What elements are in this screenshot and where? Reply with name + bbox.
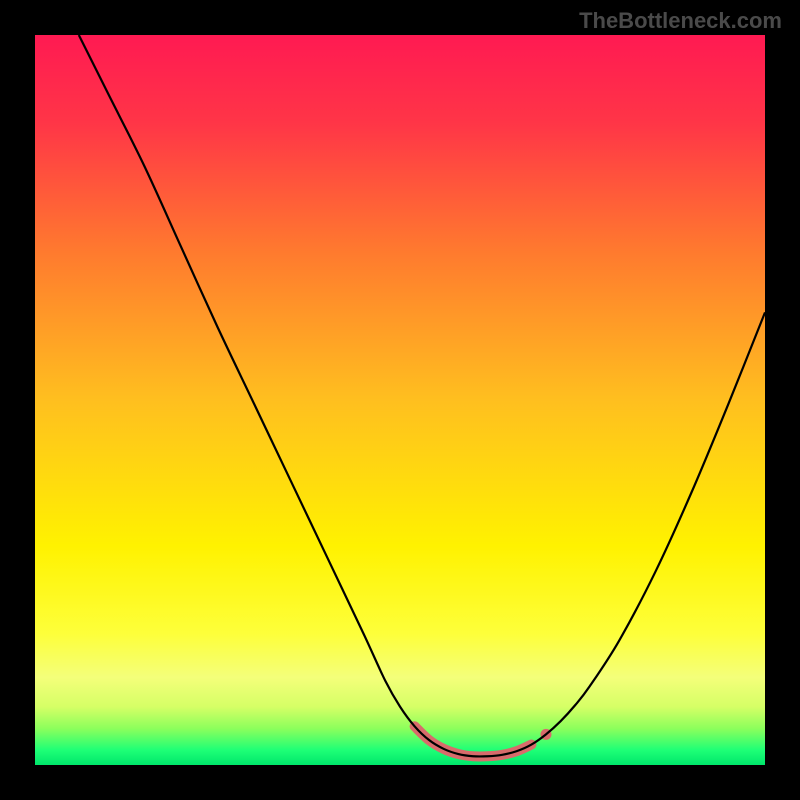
watermark-text: TheBottleneck.com <box>579 8 782 34</box>
plot-area <box>35 35 765 765</box>
bottleneck-curve <box>79 35 765 756</box>
chart-curve-layer <box>35 35 765 765</box>
